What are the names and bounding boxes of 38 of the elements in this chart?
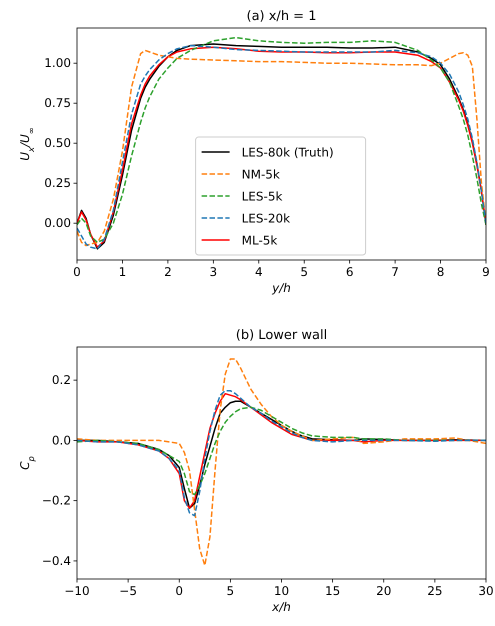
legend-label: LES-5k [242,190,282,204]
y-tick-label: 1.00 [44,56,71,70]
y-tick-label: 0.0 [52,433,71,448]
x-tick-label: 1 [118,265,126,279]
legend-label: ML-5k [242,234,278,248]
x-axis-title: x/h [271,600,291,614]
x-tick-label: 4 [254,265,263,279]
x-tick-label: 30 [478,584,494,598]
legend-label: LES-80k (Truth) [242,146,334,160]
legend-label: LES-20k [242,212,290,226]
y-tick-label: 0.50 [44,136,71,150]
x-tick-label: −10 [64,584,90,598]
x-tick-label: 8 [436,265,444,279]
legend-label: NM-5k [242,168,280,182]
y-tick-label: 0.00 [44,216,71,230]
x-tick-label: 2 [164,265,172,279]
line-series [77,358,486,566]
x-tick-label: 3 [210,265,218,279]
y-tick-label: −0.2 [42,494,71,508]
x-axis-title: y/h [271,281,291,295]
x-tick-label: 20 [376,584,392,598]
chart-title: (a) x/h = 1 [246,9,316,24]
x-tick-label: 7 [391,265,399,279]
x-tick-label: 15 [324,584,340,598]
chart-title: (b) Lower wall [236,328,328,343]
x-tick-label: 10 [274,584,290,598]
x-tick-label: 5 [300,265,308,279]
x-tick-label: −5 [119,584,137,598]
x-tick-label: 25 [427,584,443,598]
x-tick-label: 5 [226,584,234,598]
y-tick-label: 0.75 [44,96,71,110]
y-tick-label: 0.25 [44,176,71,190]
x-tick-label: 9 [482,265,490,279]
x-tick-label: 0 [175,584,184,598]
x-tick-label: 6 [346,265,354,279]
y-tick-label: −0.4 [42,554,71,568]
x-tick-label: 0 [73,265,81,279]
y-tick-label: 0.2 [52,373,71,388]
